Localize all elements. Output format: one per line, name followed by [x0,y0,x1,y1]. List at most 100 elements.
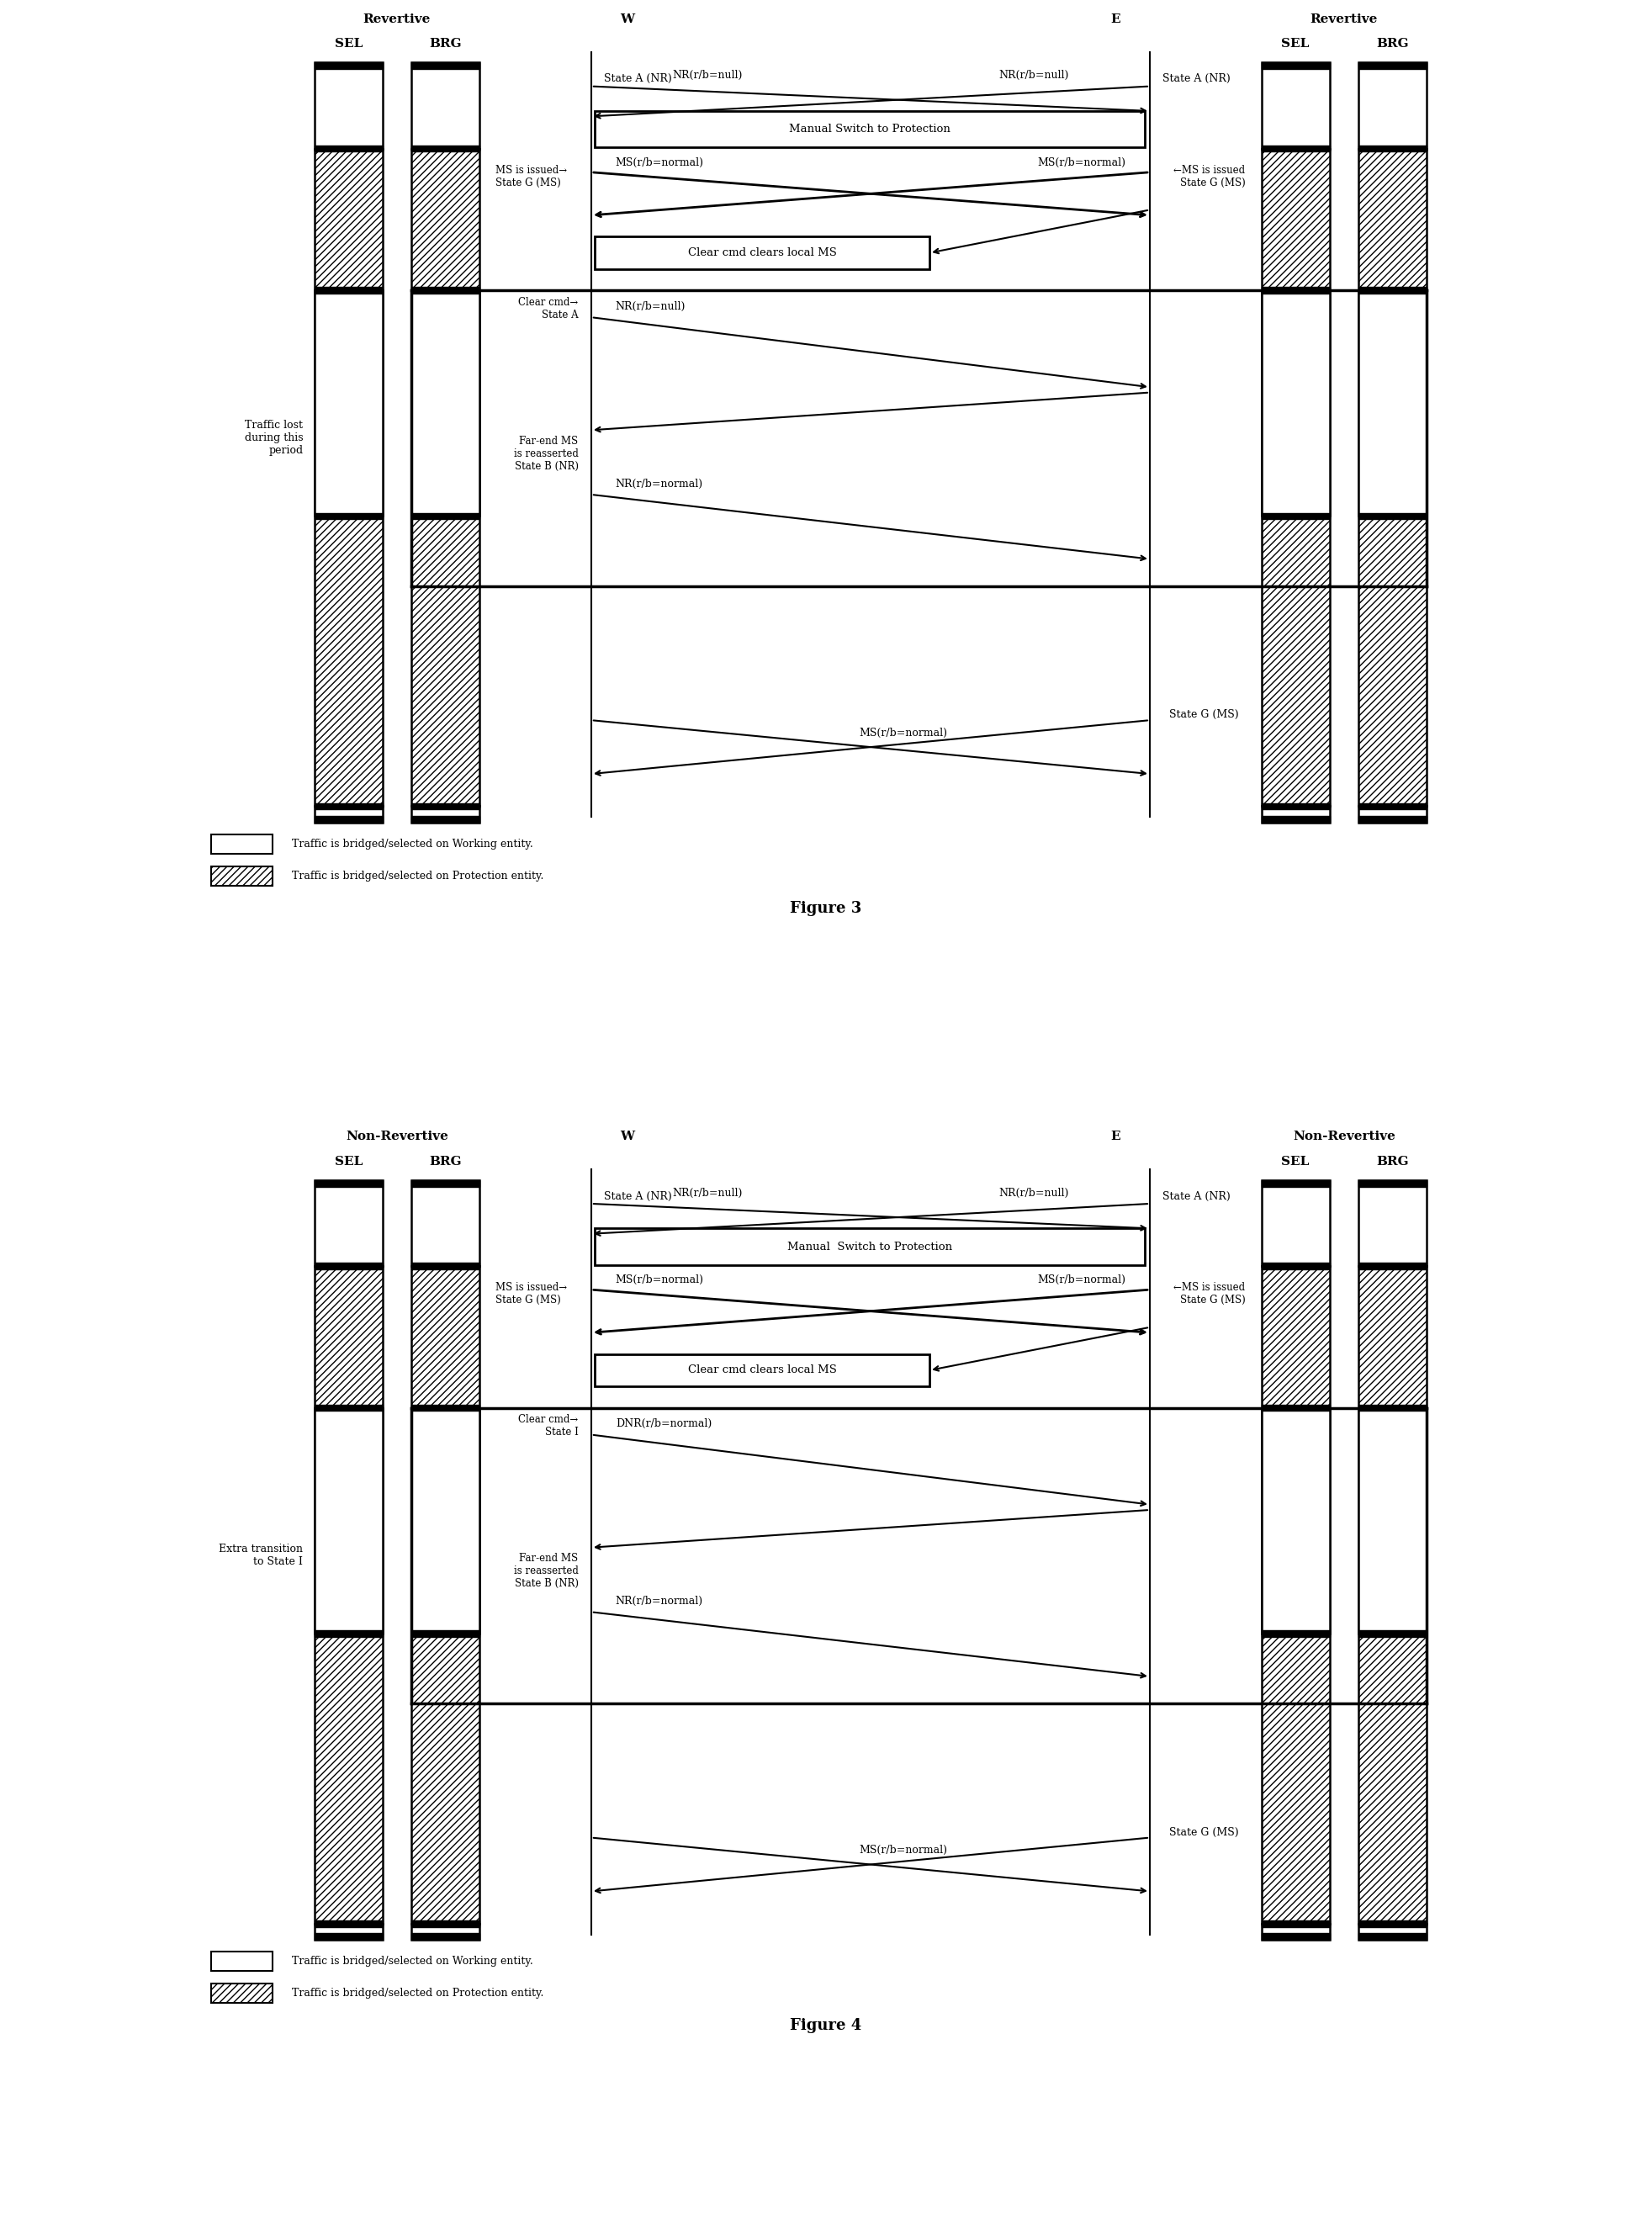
Bar [1262,1404,1330,1410]
Bar [411,1924,479,1939]
Bar [1358,1920,1427,1926]
Text: NR(r/b=normal): NR(r/b=normal) [616,478,704,489]
Bar [211,1951,273,1970]
Bar [411,146,479,153]
Bar [314,1408,382,1634]
Bar [314,148,382,806]
Text: Extra transition
to State I: Extra transition to State I [220,1543,302,1568]
Text: SEL: SEL [334,1156,362,1167]
Bar [411,804,479,810]
Bar [211,1984,273,2004]
Bar [1358,290,1427,516]
Text: MS(r/b=normal): MS(r/b=normal) [1037,157,1125,168]
Text: Traffic is bridged/selected on Protection entity.: Traffic is bridged/selected on Protectio… [292,870,544,881]
Bar [1358,514,1427,520]
Bar [1358,1266,1427,1924]
Bar [314,815,382,821]
Text: Figure 3: Figure 3 [790,901,862,917]
Text: State A (NR): State A (NR) [605,73,672,84]
Text: NR(r/b=null): NR(r/b=null) [999,71,1069,82]
Text: Clear cmd clears local MS: Clear cmd clears local MS [687,1364,836,1375]
Text: Far-end MS
is reasserted
State B (NR): Far-end MS is reasserted State B (NR) [514,436,578,472]
Bar [314,1180,382,1266]
Text: DNR(r/b=normal): DNR(r/b=normal) [616,1419,712,1430]
Bar [1358,148,1427,806]
Bar [1358,62,1427,148]
Text: MS(r/b=normal): MS(r/b=normal) [616,1275,704,1286]
Text: Clear cmd→
State A: Clear cmd→ State A [519,297,578,321]
Bar [1358,1180,1427,1187]
Bar [1262,804,1330,810]
Bar [1262,1180,1330,1266]
Text: State A (NR): State A (NR) [605,1191,672,1202]
Bar [314,1933,382,1939]
Text: State A (NR): State A (NR) [1163,1191,1231,1202]
Text: SEL: SEL [1282,38,1310,49]
Bar [1262,288,1330,294]
Text: MS is issued→
State G (MS): MS is issued→ State G (MS) [496,1282,567,1306]
Text: MS is issued→
State G (MS): MS is issued→ State G (MS) [496,164,567,188]
Text: Clear cmd→
State I: Clear cmd→ State I [519,1415,578,1437]
Bar [411,1266,479,1924]
Text: State A (NR): State A (NR) [1163,73,1231,84]
Bar [314,146,382,153]
Bar [1358,1408,1427,1634]
Text: NR(r/b=null): NR(r/b=null) [999,1187,1069,1198]
Bar [411,1920,479,1926]
Bar [1262,62,1330,69]
Bar [314,804,382,810]
Text: NR(r/b=normal): NR(r/b=normal) [616,1596,704,1607]
Text: Traffic is bridged/selected on Working entity.: Traffic is bridged/selected on Working e… [292,839,534,850]
Text: BRG: BRG [1376,38,1409,49]
Bar [314,290,382,516]
Bar [1358,1933,1427,1939]
Bar [314,806,382,821]
Bar [1262,1266,1330,1924]
Bar [411,288,479,294]
Bar [411,1262,479,1269]
Bar [1358,62,1427,69]
Text: Non-Revertive: Non-Revertive [1294,1131,1396,1142]
Text: NR(r/b=null): NR(r/b=null) [672,71,742,82]
Text: MS(r/b=normal): MS(r/b=normal) [616,157,704,168]
Bar [1358,1180,1427,1266]
Bar [1262,1920,1330,1926]
Bar [1262,62,1330,148]
Bar [411,514,479,520]
Text: MS(r/b=normal): MS(r/b=normal) [1037,1275,1125,1286]
Text: BRG: BRG [430,38,463,49]
Text: BRG: BRG [1376,1156,1409,1167]
Bar [1262,1180,1330,1187]
Bar [411,1180,479,1187]
Bar [1358,804,1427,810]
Bar [314,514,382,520]
Text: E: E [1110,1131,1120,1142]
Bar [411,148,479,806]
Bar [1262,148,1330,806]
Text: ←MS is issued
State G (MS): ←MS is issued State G (MS) [1173,1282,1246,1306]
Text: Revertive: Revertive [363,13,431,24]
Bar [314,288,382,294]
Text: Revertive: Revertive [1310,13,1378,24]
Text: State G (MS): State G (MS) [1170,1827,1239,1838]
Text: Traffic is bridged/selected on Protection entity.: Traffic is bridged/selected on Protectio… [292,1988,544,1999]
Bar [1358,815,1427,821]
Bar [411,815,479,821]
Bar [1358,1924,1427,1939]
Bar [314,1920,382,1926]
Bar [1358,806,1427,821]
Bar [1262,1924,1330,1939]
Text: Traffic is bridged/selected on Working entity.: Traffic is bridged/selected on Working e… [292,1955,534,1966]
Text: Non-Revertive: Non-Revertive [345,1131,448,1142]
Bar [1262,1408,1330,1634]
Bar [411,806,479,821]
Bar [411,1404,479,1410]
Text: E: E [1110,13,1120,24]
Text: W: W [621,1131,634,1142]
Bar [1262,1933,1330,1939]
Bar [411,62,479,69]
Text: Manual Switch to Protection: Manual Switch to Protection [790,124,950,135]
Bar [1358,1630,1427,1636]
Text: BRG: BRG [430,1156,463,1167]
Bar [595,111,1145,148]
